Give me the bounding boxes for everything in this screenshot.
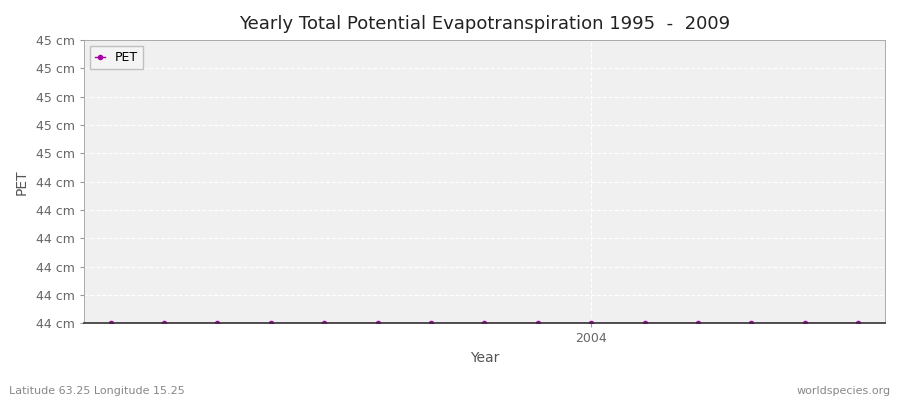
PET	[479, 321, 490, 326]
PET	[746, 321, 757, 326]
PET	[105, 321, 116, 326]
PET	[373, 321, 383, 326]
PET	[212, 321, 223, 326]
PET	[319, 321, 329, 326]
PET	[158, 321, 169, 326]
PET	[693, 321, 704, 326]
Text: Latitude 63.25 Longitude 15.25: Latitude 63.25 Longitude 15.25	[9, 386, 184, 396]
Legend: PET: PET	[90, 46, 143, 69]
PET	[533, 321, 544, 326]
PET	[266, 321, 276, 326]
Y-axis label: PET: PET	[15, 169, 29, 194]
PET	[799, 321, 810, 326]
Title: Yearly Total Potential Evapotranspiration 1995  -  2009: Yearly Total Potential Evapotranspiratio…	[238, 15, 730, 33]
PET	[853, 321, 864, 326]
PET	[586, 321, 597, 326]
PET	[639, 321, 650, 326]
Line: PET: PET	[109, 321, 860, 326]
Text: worldspecies.org: worldspecies.org	[796, 386, 891, 396]
X-axis label: Year: Year	[470, 351, 500, 365]
PET	[426, 321, 436, 326]
